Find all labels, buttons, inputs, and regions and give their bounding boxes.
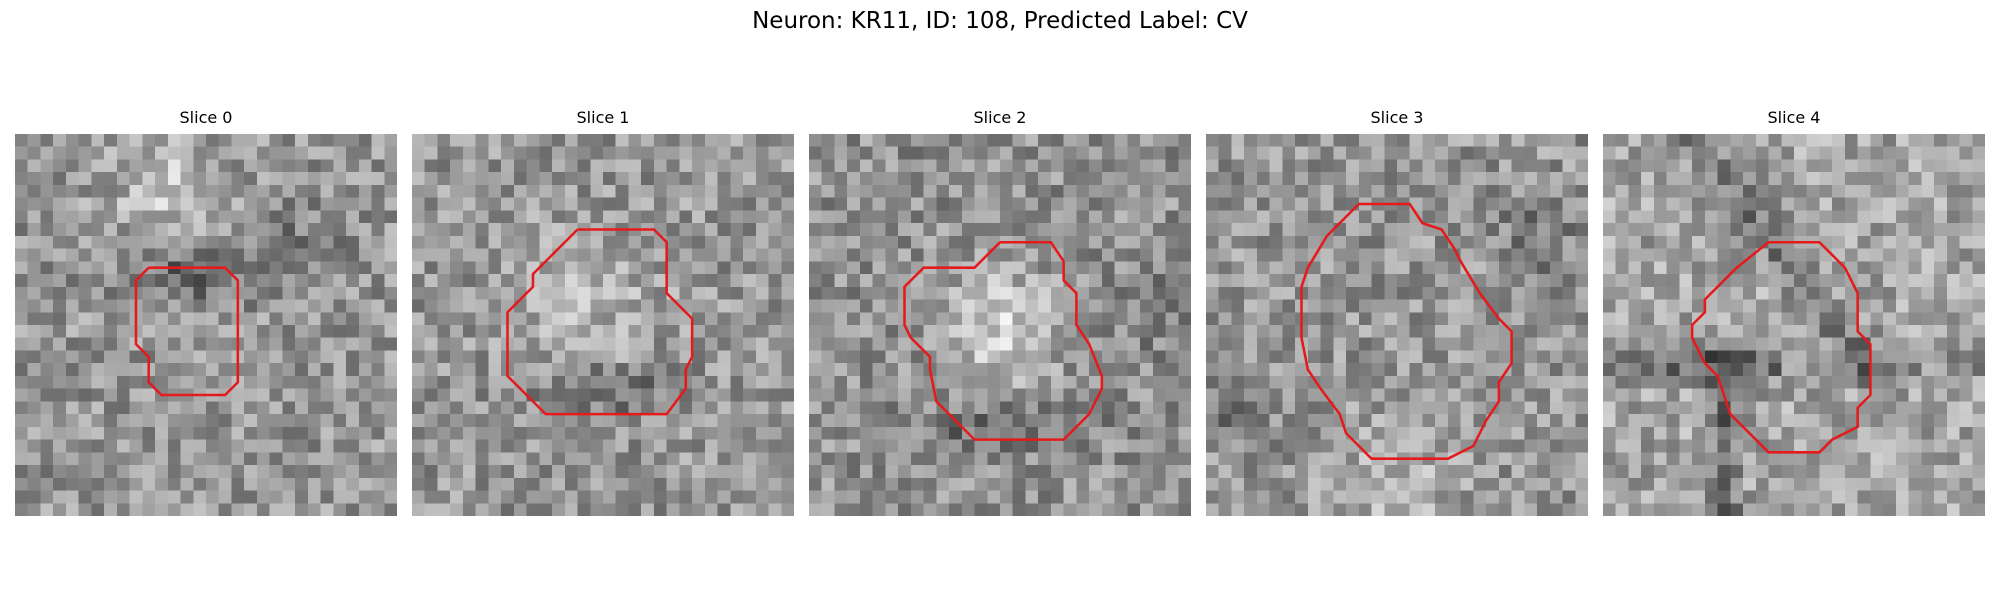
figure-title: Neuron: KR11, ID: 108, Predicted Label: … [752, 8, 1248, 34]
slice-image [1206, 134, 1588, 516]
microscopy-pixels [809, 134, 1191, 516]
roi-outline [1300, 202, 1513, 460]
slice-title: Slice 3 [1370, 108, 1424, 127]
microscopy-pixels [1603, 134, 1985, 516]
slice-image [1603, 134, 1985, 516]
slice-title: Slice 2 [973, 108, 1027, 127]
microscopy-pixels [15, 134, 397, 516]
roi-outline [134, 266, 240, 397]
roi-outline [1690, 240, 1872, 454]
slice-image [412, 134, 794, 516]
slice-title: Slice 0 [179, 108, 233, 127]
slice-image [15, 134, 397, 516]
roi-outline [506, 228, 694, 416]
slice-image [809, 134, 1191, 516]
microscopy-pixels [412, 134, 794, 516]
slice-title: Slice 1 [576, 108, 630, 127]
roi-outline [903, 240, 1104, 441]
slice-title: Slice 4 [1767, 108, 1821, 127]
